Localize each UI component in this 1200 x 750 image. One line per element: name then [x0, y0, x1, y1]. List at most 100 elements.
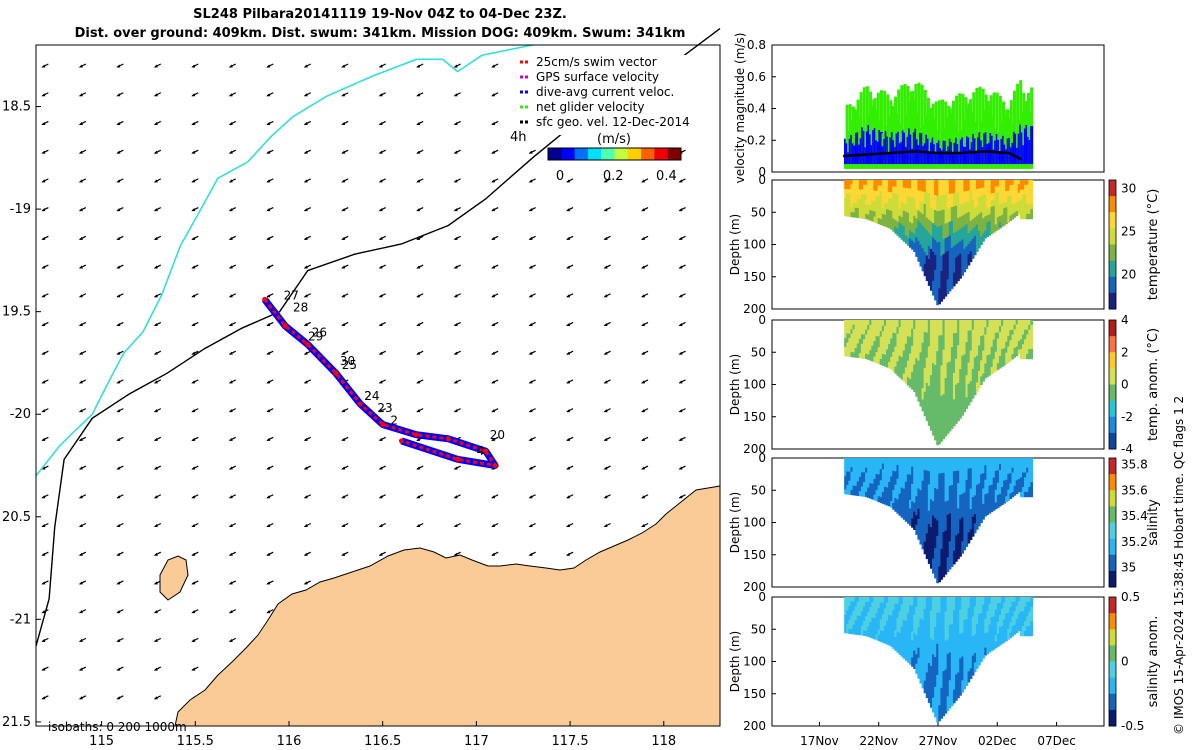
vector-arrow-head: [266, 466, 271, 470]
panel-colorbar-label: salinity: [1146, 499, 1161, 546]
vector-arrow: [153, 235, 162, 240]
vector-arrow-head: [116, 179, 121, 183]
vector-arrow-head: [416, 121, 421, 125]
vector-arrow: [228, 264, 237, 269]
section-cell: [1030, 329, 1034, 336]
vector-arrow-head: [78, 495, 83, 499]
vector-arrow-head: [116, 581, 121, 585]
vector-arrow: [153, 350, 162, 355]
vector-arrow-head: [491, 179, 496, 183]
section-cell: [1030, 324, 1034, 331]
panel-colorbar-segment: [1109, 320, 1116, 337]
vector-arrow-head: [303, 523, 308, 527]
vector-arrow: [416, 379, 424, 384]
vector-arrow-head: [266, 380, 271, 384]
vector-arrow: [153, 92, 162, 97]
vector-arrow-head: [491, 437, 496, 441]
vector-arrow: [528, 207, 536, 212]
vector-arrow-head: [191, 236, 196, 240]
vector-arrow-head: [116, 351, 121, 355]
depth-y-tick-label: 100: [743, 238, 766, 252]
vector-arrow-head: [491, 351, 496, 355]
vector-arrow: [416, 494, 424, 499]
vector-arrow-head: [78, 667, 83, 671]
vector-arrow: [453, 293, 461, 298]
section-cell: [1030, 487, 1034, 493]
panel-colorbar-tick-label: 35.2: [1121, 535, 1148, 549]
vector-arrow: [528, 178, 536, 183]
vector-arrow-head: [416, 93, 421, 97]
vector-arrow-head: [116, 265, 121, 269]
vector-arrow: [228, 293, 237, 298]
vector-arrow: [266, 293, 274, 298]
vector-arrow: [78, 350, 87, 355]
vector-arrow-head: [228, 552, 233, 556]
vector-arrow-head: [566, 265, 571, 269]
vector-arrow: [78, 120, 87, 125]
depth-y-axis-label: Depth (m): [728, 354, 742, 415]
depth-y-tick-label: 0: [758, 173, 766, 187]
vector-arrow-head: [416, 523, 421, 527]
vector-arrow-head: [303, 380, 308, 384]
vector-arrow: [491, 436, 499, 441]
depth-y-axis-label: Depth (m): [728, 631, 742, 692]
vector-arrow: [378, 235, 386, 240]
vector-arrow-head: [78, 437, 83, 441]
vector-arrow-head: [228, 466, 233, 470]
panel-colorbar-segment: [1109, 180, 1116, 197]
vector-arrow-head: [41, 610, 46, 614]
vector-arrow-head: [453, 495, 458, 499]
panel-colorbar-tick-label: 35.8: [1121, 457, 1148, 471]
vector-arrow-head: [341, 64, 346, 68]
section-cell: [1030, 626, 1034, 632]
panel-colorbar-label: salinity anom.: [1146, 616, 1161, 708]
vector-arrow: [191, 321, 199, 327]
vector-arrow-head: [78, 236, 83, 240]
vector-arrow: [341, 321, 349, 327]
section-cell: [1030, 194, 1034, 200]
vector-arrow: [78, 580, 87, 585]
vector-arrow: [341, 465, 349, 470]
vector-arrow: [191, 436, 199, 441]
vector-arrow: [266, 92, 274, 97]
vector-arrow: [303, 149, 311, 154]
vector-arrow-head: [378, 236, 383, 240]
vector-arrow: [116, 264, 124, 269]
panel-colorbar-tick-label: 4: [1121, 313, 1129, 327]
vector-arrow: [491, 207, 499, 212]
vector-arrow: [378, 92, 386, 97]
vector-arrow: [153, 408, 162, 413]
vector-arrow-head: [491, 64, 496, 68]
vector-arrow-head: [116, 294, 121, 298]
panel-colorbar-segment: [1109, 384, 1116, 402]
vector-arrow-head: [153, 208, 158, 212]
vector-arrow: [341, 551, 349, 556]
vector-arrow: [378, 120, 386, 125]
vector-arrow: [41, 436, 49, 441]
vector-arrow-head: [266, 121, 271, 125]
vector-arrow-head: [266, 437, 271, 441]
vector-arrow-head: [303, 351, 308, 355]
vector-arrow-head: [153, 322, 158, 326]
vector-arrow: [41, 350, 49, 355]
section-cell: [1030, 199, 1034, 205]
vector-arrow-head: [228, 380, 233, 384]
vector-arrow-head: [41, 64, 46, 68]
section-cell: [1030, 213, 1034, 220]
vector-arrow-head: [78, 610, 83, 614]
vector-arrow: [191, 350, 199, 355]
vector-arrow: [416, 207, 424, 212]
vector-arrow: [153, 321, 162, 327]
depth-y-tick-label: 50: [751, 622, 766, 636]
chart-title-line-1: SL248 Pilbara20141119 19-Nov 04Z to 04-D…: [193, 7, 567, 22]
vector-arrow: [228, 494, 237, 499]
vector-arrow-head: [491, 409, 496, 413]
vector-arrow-head: [453, 93, 458, 97]
vector-arrow: [416, 465, 424, 470]
vector-arrow: [491, 321, 499, 327]
panel-colorbar-tick-label: 25: [1121, 225, 1136, 239]
vector-arrow: [191, 264, 199, 269]
depth-y-tick-label: 50: [751, 483, 766, 497]
